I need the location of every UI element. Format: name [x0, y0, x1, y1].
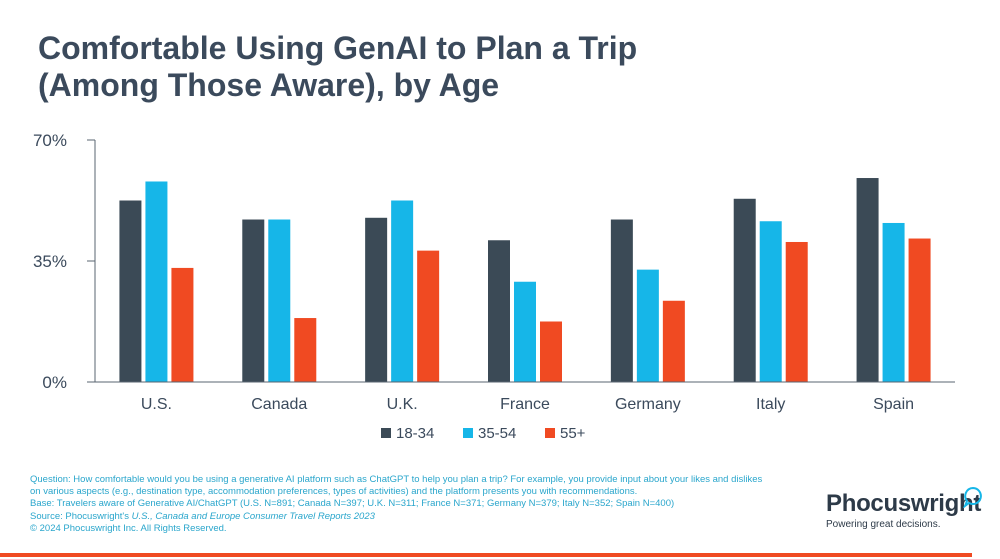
bar: [610, 219, 633, 382]
footnote-copyright: © 2024 Phocuswright Inc. All Rights Rese…: [30, 522, 227, 534]
footnote-source: Source: Phocuswright's U.S., Canada and …: [30, 511, 830, 523]
y-tick-label: 0%: [42, 373, 67, 392]
legend-swatch: [463, 428, 473, 438]
bar: [759, 221, 782, 382]
bars: [119, 178, 931, 382]
footnote: Question: How comfortable would you be u…: [30, 474, 830, 535]
brand-name: Phocuswright: [826, 490, 982, 517]
bar: [171, 267, 194, 382]
bar-chart: 0% 35% 70% U.S. Canada U.K. France Germany Ital…: [33, 131, 955, 442]
bar: [514, 281, 536, 382]
bar: [733, 198, 756, 382]
footnote-base: Base: Travelers aware of Generative AI/C…: [30, 498, 675, 510]
footnote-source-prefix: Source: Phocuswright's: [30, 510, 132, 522]
y-tick-label: 70%: [33, 131, 67, 150]
bar: [488, 240, 510, 382]
bar: [268, 219, 291, 382]
x-tick-label: France: [500, 396, 550, 413]
footnote-question-line-2: on various aspects (e.g., destination ty…: [30, 486, 638, 498]
bar: [636, 269, 659, 382]
bar: [662, 300, 685, 382]
bar: [856, 178, 879, 382]
x-tick-label: U.K.: [387, 396, 418, 413]
x-tick-label: Italy: [756, 396, 785, 413]
footnote-question-line-1: Question: How comfortable would you be u…: [30, 474, 763, 485]
legend-label: 35-54: [478, 425, 516, 442]
bar: [540, 321, 562, 382]
bar: [908, 238, 931, 382]
x-tick-label: Canada: [251, 396, 307, 413]
bar: [145, 181, 168, 382]
chart-title: Comfortable Using GenAI to Plan a Trip (…: [38, 30, 738, 104]
bar: [119, 200, 142, 382]
legend-swatch: [545, 428, 555, 438]
bar: [785, 241, 808, 382]
bottom-accent-bar: [0, 553, 972, 557]
x-tick-label: Germany: [615, 396, 681, 413]
bar: [882, 222, 905, 382]
brand-tagline: Powering great decisions.: [826, 519, 941, 530]
bar: [294, 318, 317, 382]
legend-swatch: [381, 428, 391, 438]
y-axis: 0% 35% 70%: [33, 131, 96, 392]
legend-label: 18-34: [396, 425, 434, 442]
y-tick-label: 35%: [33, 252, 67, 271]
x-tick-label: Spain: [873, 396, 914, 413]
x-axis: U.S. Canada U.K. France Germany Italy Spain: [95, 381, 955, 413]
chart-title-line-2: (Among Those Aware), by Age: [38, 67, 500, 103]
legend-label: 55+: [560, 425, 586, 442]
bar: [365, 217, 388, 382]
chart-title-line-1: Comfortable Using GenAI to Plan a Trip: [38, 30, 638, 66]
brand-logo: Phocuswright Powering great decisions.: [826, 486, 982, 530]
legend: 18-34 35-54 55+: [381, 425, 586, 442]
speech-bubble-icon: [963, 486, 982, 508]
footnote-source-title: U.S., Canada and Europe Consumer Travel …: [131, 510, 375, 522]
bar: [242, 219, 265, 382]
bar: [391, 200, 414, 382]
x-tick-label: U.S.: [141, 396, 172, 413]
bar: [417, 250, 440, 382]
